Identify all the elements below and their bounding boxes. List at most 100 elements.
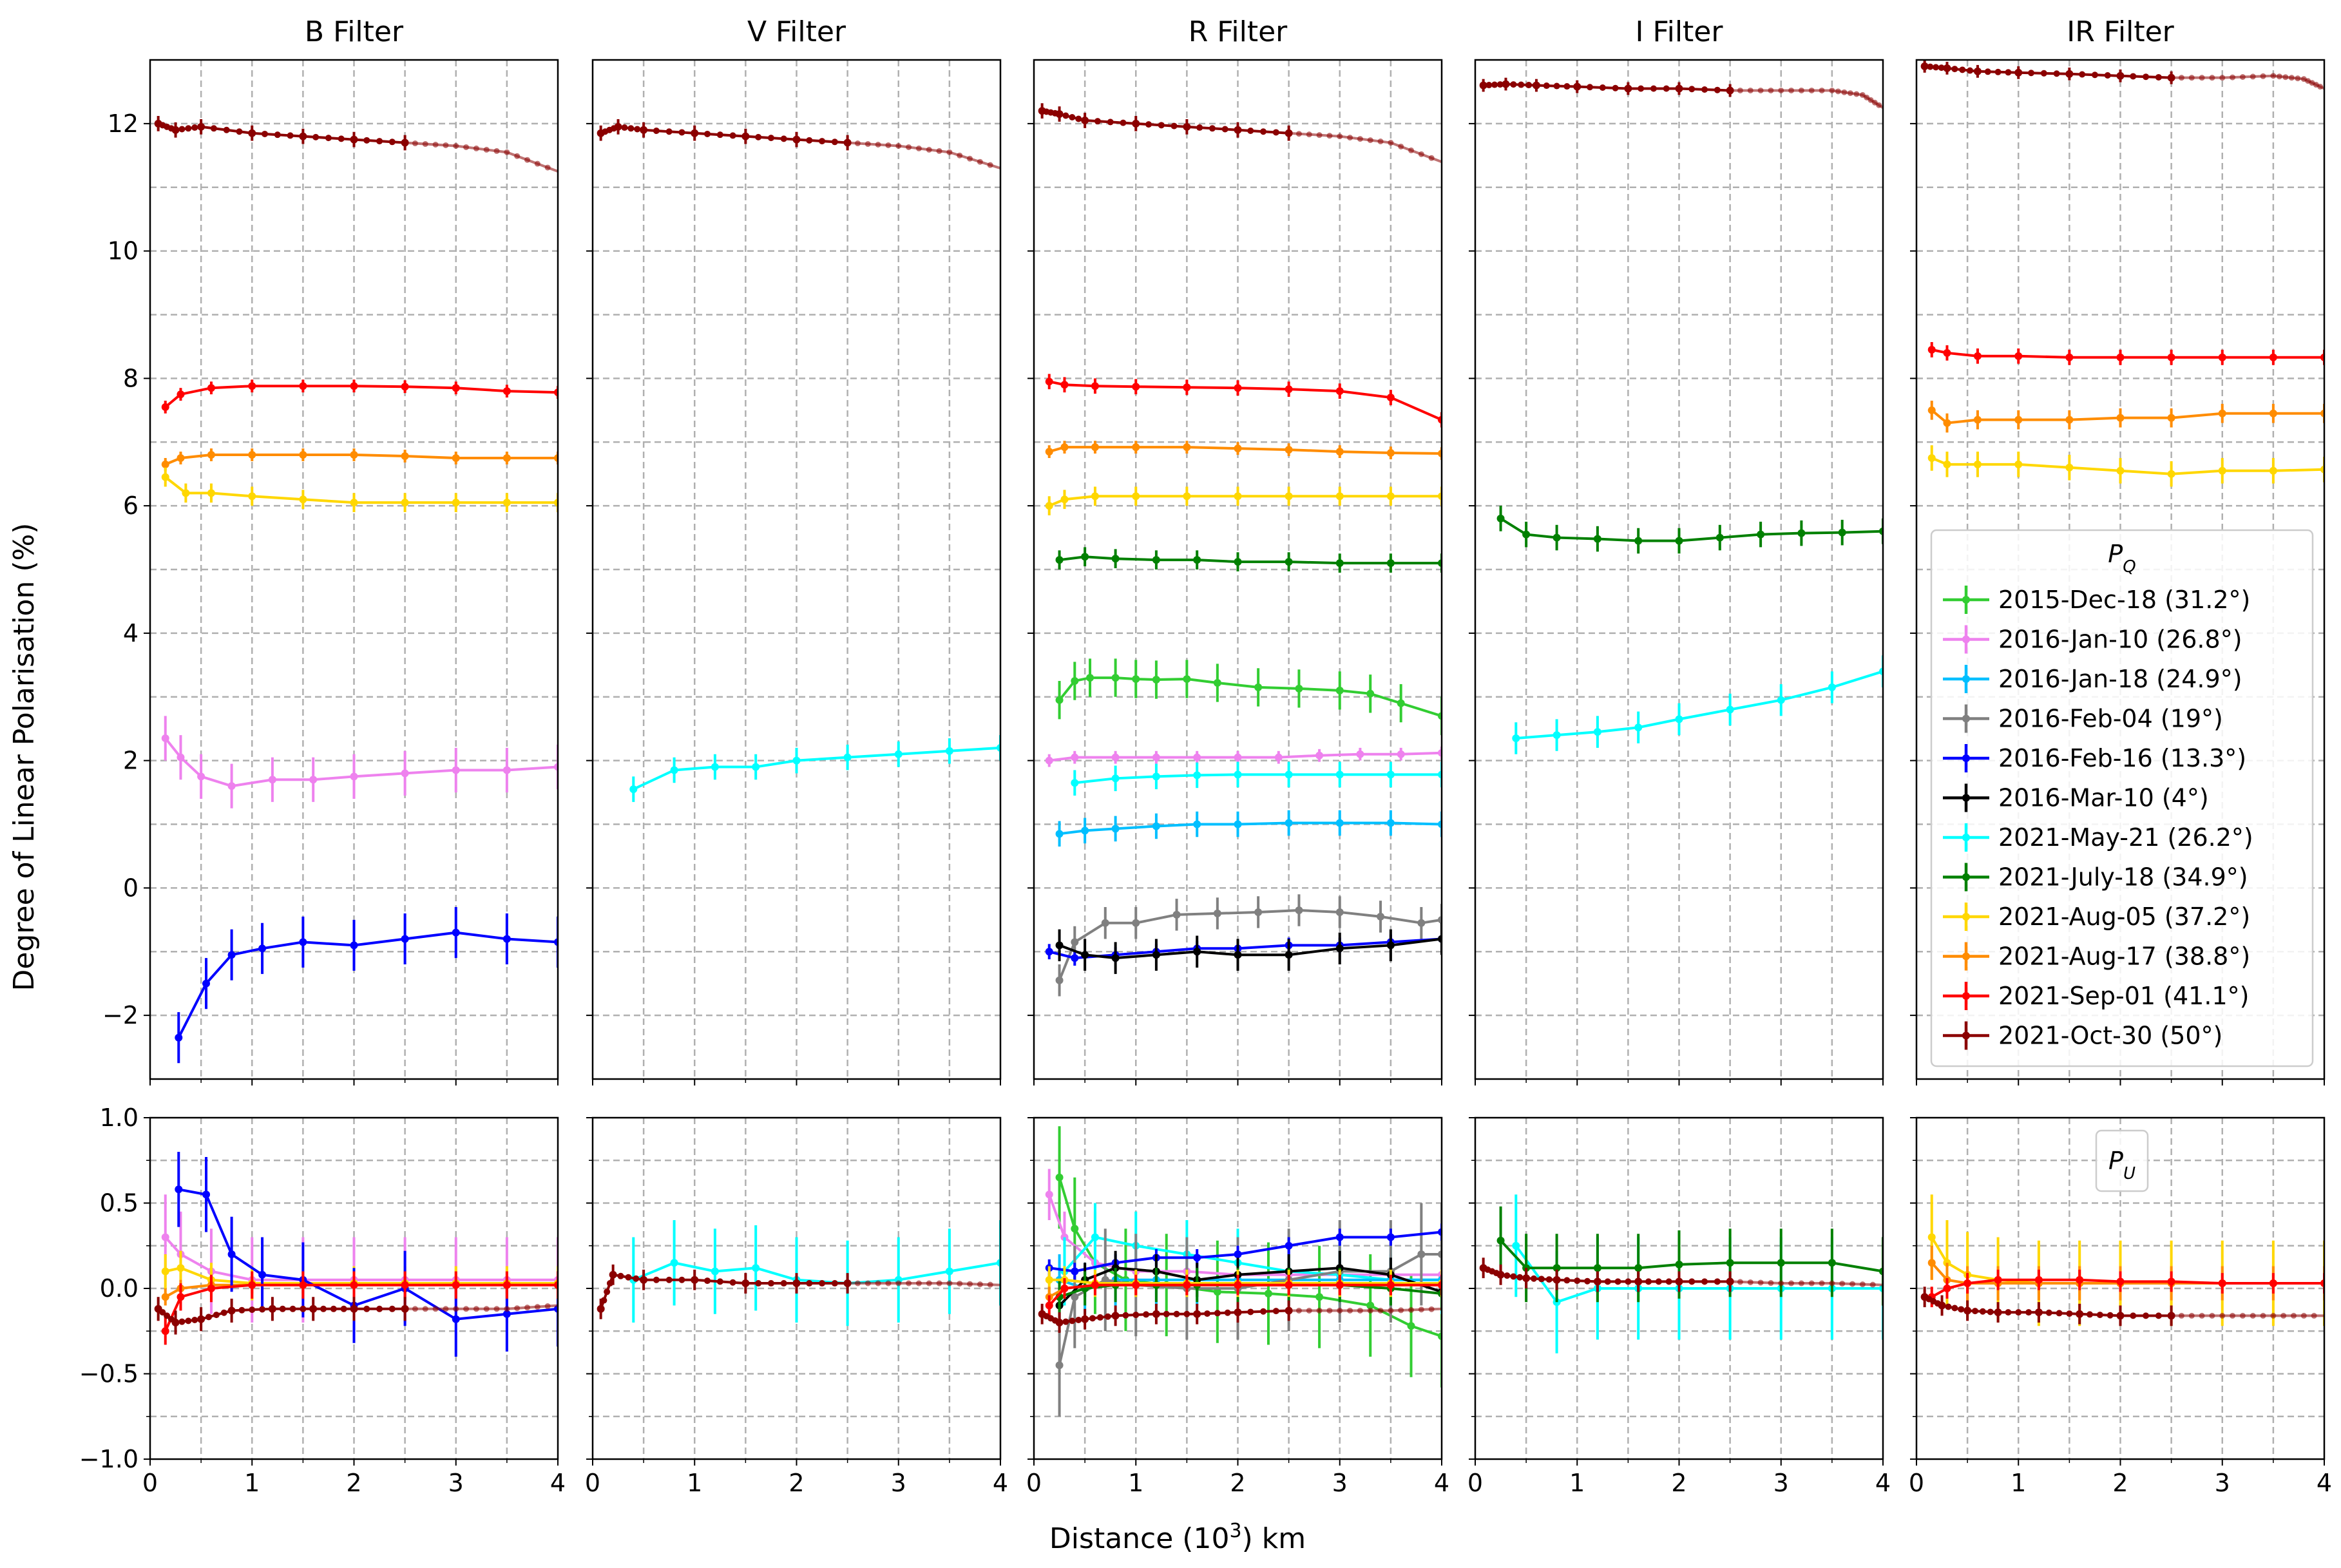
data-point: [2167, 470, 2175, 478]
data-point: [806, 137, 813, 144]
data-point-faded: [473, 1306, 479, 1312]
data-point: [1234, 820, 1242, 828]
data-point-faded: [2250, 73, 2256, 80]
data-point-faded: [885, 142, 892, 148]
y-tick-label: 0.5: [100, 1189, 139, 1218]
data-point: [1377, 912, 1385, 921]
x-tick-label: 3: [448, 1469, 464, 1497]
data-point: [1973, 416, 1982, 424]
data-point: [1247, 127, 1254, 134]
data-point-faded: [875, 1280, 881, 1286]
panel-title: V Filter: [747, 15, 846, 48]
data-point-faded: [2270, 73, 2277, 79]
data-point: [202, 1190, 211, 1199]
series-line: [1931, 348, 2324, 359]
data-point: [1438, 820, 1442, 828]
series-line-faded: [405, 1304, 558, 1310]
data-point: [1638, 85, 1645, 92]
data-point: [716, 1278, 723, 1285]
data-point: [340, 1305, 347, 1312]
data-point: [1060, 443, 1069, 452]
data-point: [1045, 1190, 1053, 1199]
data-point: [1295, 684, 1303, 693]
data-point: [1213, 909, 1221, 917]
data-point: [1650, 85, 1657, 92]
data-point: [2091, 72, 2098, 79]
data-point: [1060, 381, 1069, 389]
data-point: [376, 1305, 383, 1312]
series-2021-aug-17-38-8-: [161, 448, 558, 471]
data-point-faded: [1757, 87, 1764, 93]
data-point: [1183, 1310, 1190, 1317]
data-point: [2320, 465, 2324, 473]
legend-entry: 2016-Jan-10 (26.8°): [1943, 625, 2242, 654]
data-point-faded: [2282, 74, 2289, 81]
data-point: [1045, 378, 1053, 386]
data-point: [704, 130, 711, 137]
data-point: [1285, 385, 1293, 394]
data-point: [1386, 770, 1395, 779]
data-point: [604, 1288, 611, 1296]
data-point: [1045, 948, 1053, 956]
data-point: [197, 772, 205, 781]
data-point: [175, 1185, 183, 1194]
panel-i-filter-pq: [1469, 59, 1884, 1085]
axes-frame: [591, 1116, 1002, 1460]
axes-frame: [1033, 1116, 1443, 1460]
data-point: [2028, 70, 2035, 77]
series-line: [1058, 908, 1442, 981]
x-tick-label: 4: [993, 1469, 1008, 1497]
data-point: [1726, 1277, 1734, 1286]
data-point: [2116, 353, 2125, 361]
data-point: [2015, 1309, 2022, 1316]
x-tick-label: 2: [1230, 1469, 1245, 1497]
data-point: [401, 452, 409, 461]
data-point: [1120, 119, 1127, 126]
data-point-faded: [957, 152, 963, 158]
data-point-faded: [2209, 1312, 2215, 1319]
series-2021-may-21-26-2-: [1071, 761, 1442, 796]
data-point-faded: [2317, 84, 2324, 90]
x-tick-label: 0: [1909, 1469, 1924, 1497]
data-point: [1111, 555, 1120, 563]
data-point: [452, 1281, 460, 1289]
data-point: [629, 785, 638, 794]
data-point: [1132, 1312, 1140, 1319]
data-point: [633, 1275, 640, 1282]
series-2021-oct-30-50-: [1479, 77, 1883, 109]
data-point: [1964, 1306, 1972, 1315]
data-point: [2218, 1279, 2226, 1288]
data-point: [1951, 1305, 1958, 1312]
data-point: [945, 747, 953, 755]
data-point-faded: [2230, 1312, 2236, 1319]
data-point: [1979, 1308, 1986, 1315]
data-point: [1984, 68, 1991, 75]
data-point: [729, 1279, 736, 1286]
data-point: [1553, 1264, 1561, 1272]
data-point: [1315, 751, 1324, 760]
data-point: [1183, 492, 1191, 501]
data-point: [2269, 409, 2277, 417]
data-point: [227, 951, 236, 959]
legend-label: 2016-Feb-04 (19°): [1998, 705, 2223, 733]
data-point: [2320, 1279, 2324, 1288]
data-point: [258, 1270, 267, 1279]
data-point: [1224, 1309, 1231, 1316]
data-point: [1111, 774, 1120, 783]
data-point: [843, 753, 852, 761]
data-point: [178, 1318, 186, 1325]
data-point: [2065, 353, 2074, 361]
series-line: [1058, 676, 1442, 718]
data-point: [2096, 1312, 2103, 1319]
data-point: [1145, 121, 1152, 128]
data-point: [1726, 1259, 1734, 1267]
data-point-faded: [2178, 75, 2184, 81]
data-point: [1183, 675, 1191, 684]
data-point: [780, 1280, 787, 1287]
data-point: [1071, 938, 1079, 946]
data-point: [502, 1281, 511, 1289]
data-point: [2014, 352, 2023, 360]
data-point: [606, 1280, 613, 1287]
data-point: [299, 451, 307, 459]
data-point: [197, 122, 205, 131]
